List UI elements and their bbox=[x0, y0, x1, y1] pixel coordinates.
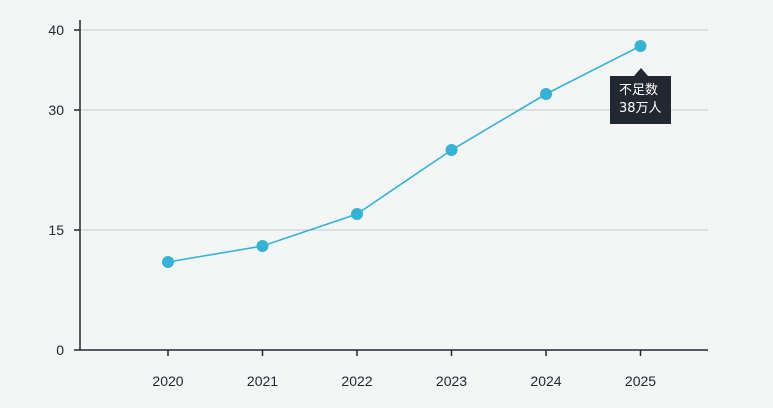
y-tick-label: 40 bbox=[48, 22, 64, 38]
annotation-callout-pointer bbox=[633, 68, 648, 76]
annotation-line1: 不足数 bbox=[619, 83, 659, 98]
y-tick-label: 30 bbox=[48, 102, 64, 118]
data-point bbox=[162, 256, 174, 268]
x-tick-label: 2021 bbox=[247, 373, 278, 389]
x-tick-label: 2020 bbox=[152, 373, 183, 389]
x-tick-label: 2025 bbox=[625, 373, 656, 389]
annotation-line2: 38万人 bbox=[619, 101, 662, 116]
x-tick-label: 2023 bbox=[436, 373, 467, 389]
grid-layer bbox=[80, 29, 708, 231]
axis-layer: 0 15 30 40 2020 2021 2022 2023 2024 2025 bbox=[48, 20, 708, 389]
data-point bbox=[540, 88, 552, 100]
y-tick-label: 15 bbox=[48, 222, 64, 238]
x-tick-label: 2022 bbox=[341, 373, 372, 389]
data-point bbox=[445, 144, 458, 156]
data-point bbox=[256, 240, 269, 252]
series-line bbox=[167, 45, 641, 263]
data-point bbox=[351, 208, 363, 220]
series-layer bbox=[162, 40, 647, 268]
annotation-callout: 不足数 38万人 bbox=[610, 76, 671, 124]
y-tick-label: 0 bbox=[56, 342, 64, 358]
x-tick-label: 2024 bbox=[530, 373, 561, 389]
data-point bbox=[634, 40, 647, 52]
